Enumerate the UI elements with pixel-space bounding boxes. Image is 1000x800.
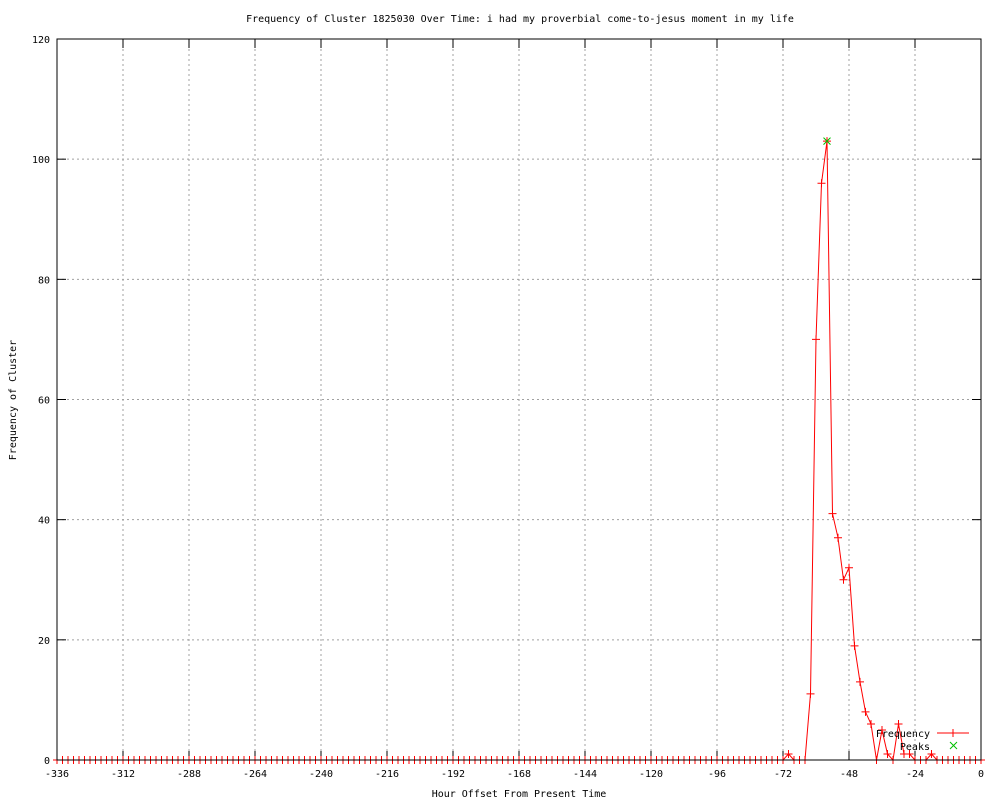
- x-tick-label: -312: [111, 769, 135, 780]
- frequency-point: [845, 563, 853, 572]
- frequency-point: [817, 179, 826, 188]
- x-tick-label: -48: [840, 769, 858, 780]
- frequency-point: [905, 749, 914, 758]
- x-tick-label: -264: [243, 769, 267, 780]
- x-tick-label: -168: [507, 769, 531, 780]
- x-tick-label: 0: [978, 769, 984, 780]
- frequency-point: [784, 749, 793, 758]
- x-tick-label: -144: [573, 769, 597, 780]
- frequency-point: [861, 707, 870, 716]
- y-axis-label: Frequency of Cluster: [8, 340, 19, 460]
- x-tick-label: -120: [639, 769, 663, 780]
- y-tick-label: 0: [44, 756, 50, 767]
- legend-label-peaks: Peaks: [900, 742, 930, 753]
- frequency-point: [878, 725, 886, 734]
- frequency-point: [927, 749, 936, 758]
- y-tick-label: 80: [38, 275, 50, 286]
- frequency-point: [839, 575, 848, 584]
- frequency-point: [867, 719, 875, 728]
- plot-frame: [56, 38, 982, 761]
- x-tick-label: -240: [309, 769, 333, 780]
- x-tick-label: -24: [906, 769, 924, 780]
- x-tick-label: -336: [45, 769, 69, 780]
- axis-ticks: -336 -312 -288 -264 -240 -216 -192 -168 -144 -120…: [32, 35, 984, 780]
- legend-marker-peaks: [949, 741, 958, 750]
- x-tick-label: -192: [441, 769, 465, 780]
- frequency-point: [812, 335, 820, 344]
- frequency-point: [828, 509, 837, 518]
- frequency-point: [883, 749, 892, 758]
- frequency-point: [806, 689, 815, 698]
- y-tick-label: 60: [38, 396, 50, 407]
- legend-label-frequency: Frequency: [876, 729, 930, 740]
- grid: [57, 39, 981, 760]
- y-tick-label: 120: [32, 35, 50, 46]
- x-tick-label: -96: [708, 769, 726, 780]
- frequency-point: [894, 719, 903, 728]
- chart-title: Frequency of Cluster 1825030 Over Time: …: [246, 14, 794, 25]
- y-tick-label: 40: [38, 516, 50, 527]
- x-tick-label: -216: [375, 769, 399, 780]
- frequency-point: [856, 677, 864, 686]
- y-tick-label: 20: [38, 636, 50, 647]
- peak-point: [823, 137, 831, 145]
- frequency-point: [834, 533, 842, 542]
- legend: Frequency Peaks: [876, 729, 969, 753]
- x-tick-label: -72: [774, 769, 792, 780]
- x-tick-label: -288: [177, 769, 201, 780]
- legend-marker-frequency: [949, 729, 957, 737]
- y-tick-label: 100: [32, 155, 50, 166]
- x-axis-label: Hour Offset From Present Time: [432, 789, 607, 800]
- frequency-point: [850, 641, 859, 650]
